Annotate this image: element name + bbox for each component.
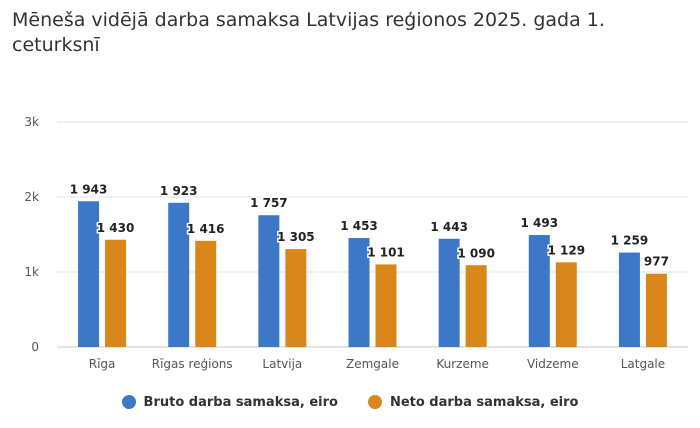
x-tick-label: Rīgas reģions (152, 357, 233, 371)
x-tick-label: Zemgale (346, 357, 399, 371)
data-label: 1 943 (70, 182, 108, 196)
y-tick-label: 3k (24, 115, 39, 129)
x-tick-label: Latgale (621, 357, 665, 371)
data-labels: 1 943 1 430 1 923 1 416 1 757 1 305 1 453 1 101… (68, 181, 670, 270)
legend-label-bruto: Bruto darba samaksa, eiro (143, 394, 338, 410)
bar[interactable] (348, 238, 370, 347)
x-tick-label: Kurzeme (436, 357, 489, 371)
data-label: 1 416 (187, 222, 225, 236)
data-label: 1 430 (97, 221, 135, 235)
legend-item-bruto[interactable]: Bruto darba samaksa, eiro (121, 394, 338, 410)
data-label: 1 259 (611, 234, 649, 248)
legend-marker-bruto (121, 395, 136, 409)
bars (78, 201, 667, 347)
y-tick-label: 2k (24, 190, 39, 204)
bar[interactable] (285, 249, 307, 347)
bar[interactable] (465, 265, 487, 347)
y-axis: 0 1k 2k 3k (24, 115, 39, 354)
bar[interactable] (438, 238, 460, 347)
x-axis: Rīga Rīgas reģions Latvija Zemgale Kurzeme Vi… (89, 357, 665, 371)
data-label: 1 129 (547, 243, 585, 257)
legend-label-neto: Neto darba samaksa, eiro (389, 394, 579, 410)
data-label: 1 453 (340, 219, 378, 233)
y-tick-label: 0 (31, 340, 39, 354)
bar[interactable] (618, 252, 640, 347)
legend-marker-neto (367, 395, 382, 409)
x-tick-label: Vidzeme (527, 357, 579, 371)
data-label: 1 101 (367, 245, 405, 259)
bar[interactable] (258, 215, 280, 347)
data-label: 1 493 (520, 216, 558, 230)
x-tick-label: Rīga (89, 357, 116, 371)
bar[interactable] (195, 240, 217, 347)
data-label: 1 923 (160, 184, 198, 198)
data-label: 977 (644, 255, 669, 269)
y-tick-label: 1k (24, 265, 39, 279)
legend: Bruto darba samaksa, eiro Neto darba sam… (0, 388, 700, 416)
data-label: 1 757 (250, 196, 288, 210)
bar[interactable] (168, 202, 190, 347)
x-tick-label: Latvija (262, 357, 302, 371)
bar[interactable] (78, 201, 100, 347)
data-label: 1 090 (457, 246, 495, 260)
bar[interactable] (645, 273, 667, 347)
gridlines (57, 121, 688, 348)
data-label: 1 443 (430, 220, 468, 234)
chart-title: Mēneša vidējā darba samaksa Latvijas reģ… (12, 9, 605, 56)
bar[interactable] (375, 264, 397, 347)
bar[interactable] (555, 262, 577, 347)
bar[interactable] (105, 239, 127, 347)
data-label: 1 305 (277, 230, 315, 244)
bar[interactable] (528, 235, 550, 347)
legend-item-neto[interactable]: Neto darba samaksa, eiro (367, 394, 579, 410)
